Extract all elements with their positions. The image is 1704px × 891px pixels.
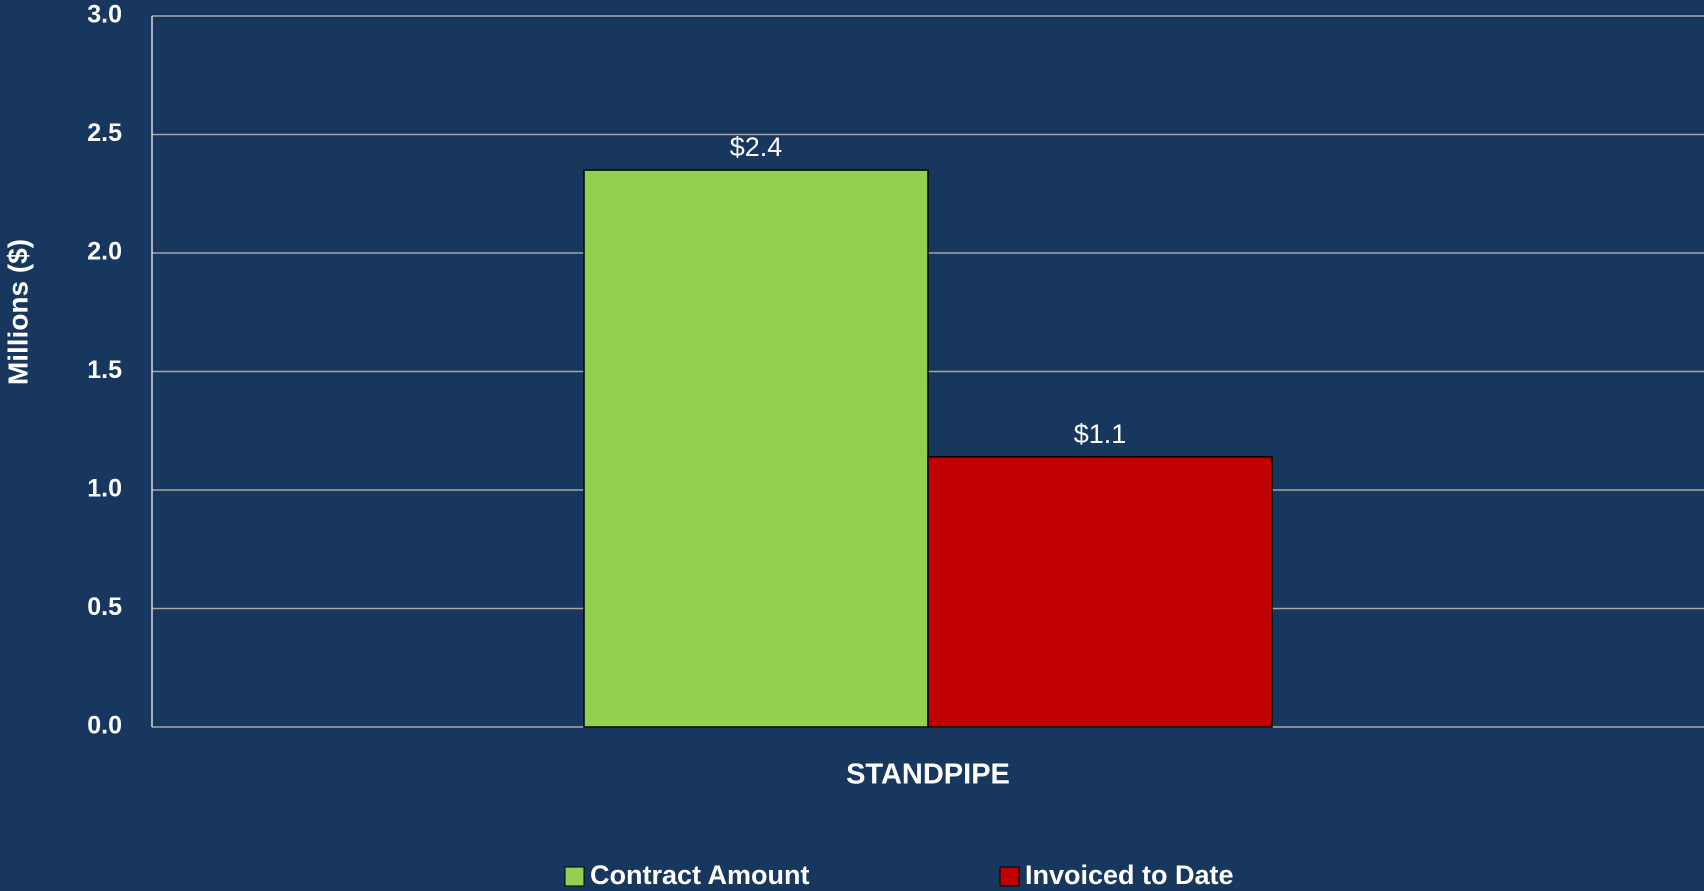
bar: [927, 456, 1273, 728]
y-tick-label: 2.5: [87, 119, 122, 147]
legend-label: Contract Amount: [590, 860, 809, 890]
y-tick-label: 0.0: [87, 712, 122, 740]
legend-swatch: [999, 866, 1020, 887]
y-tick-label: 2.0: [87, 238, 122, 266]
bar: [583, 169, 929, 728]
y-tick-label: 1.0: [87, 475, 122, 503]
data-label: $2.4: [730, 132, 783, 162]
legend-label: Invoiced to Date: [1025, 860, 1234, 890]
x-tick-label: STANDPIPE: [846, 759, 1010, 791]
y-tick-label: 1.5: [87, 356, 122, 384]
data-label: $1.1: [1074, 419, 1127, 449]
y-tick-label: 3.0: [87, 1, 122, 29]
legend-swatch: [564, 866, 585, 887]
y-axis-title: Millions ($): [2, 239, 33, 385]
y-tick-label: 0.5: [87, 593, 122, 621]
